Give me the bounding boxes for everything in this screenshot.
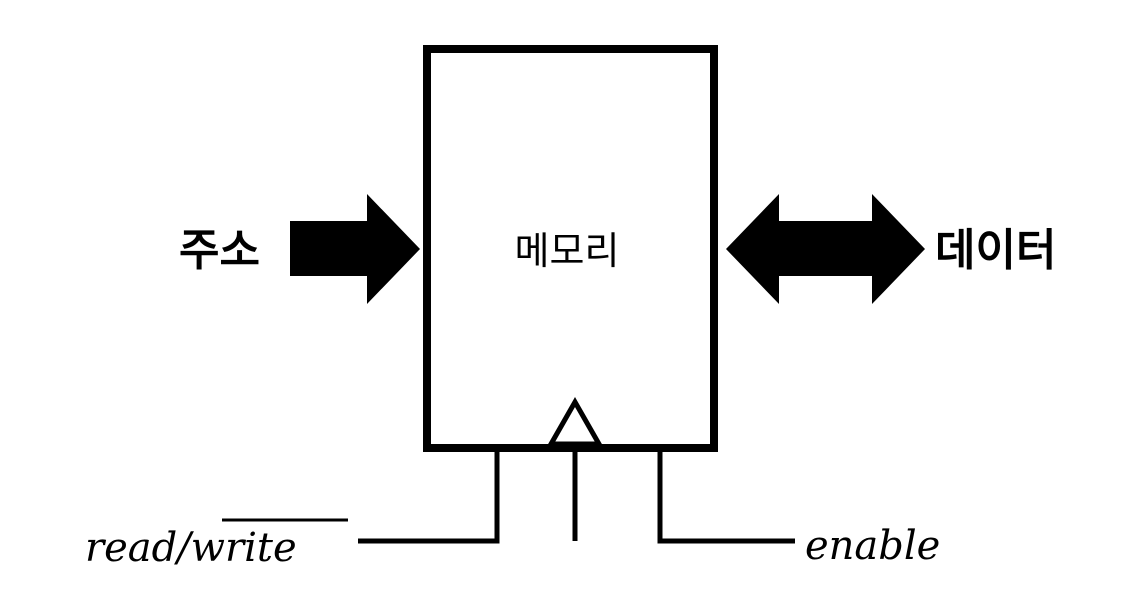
address-label: 주소 (179, 225, 260, 276)
data-arrow (726, 194, 925, 304)
enable-line (657, 450, 795, 544)
read-label: read/ (85, 525, 194, 571)
enable-label: enable (805, 523, 940, 569)
data-label: 데이터 (935, 225, 1056, 276)
read-write-label: read/write (85, 525, 297, 571)
clock-triangle (546, 396, 604, 447)
address-arrow (290, 194, 420, 304)
read-write-line (358, 450, 500, 544)
memory-label: 메모리 (515, 229, 620, 273)
write-label: write (191, 525, 297, 571)
memory-block (423, 45, 718, 452)
